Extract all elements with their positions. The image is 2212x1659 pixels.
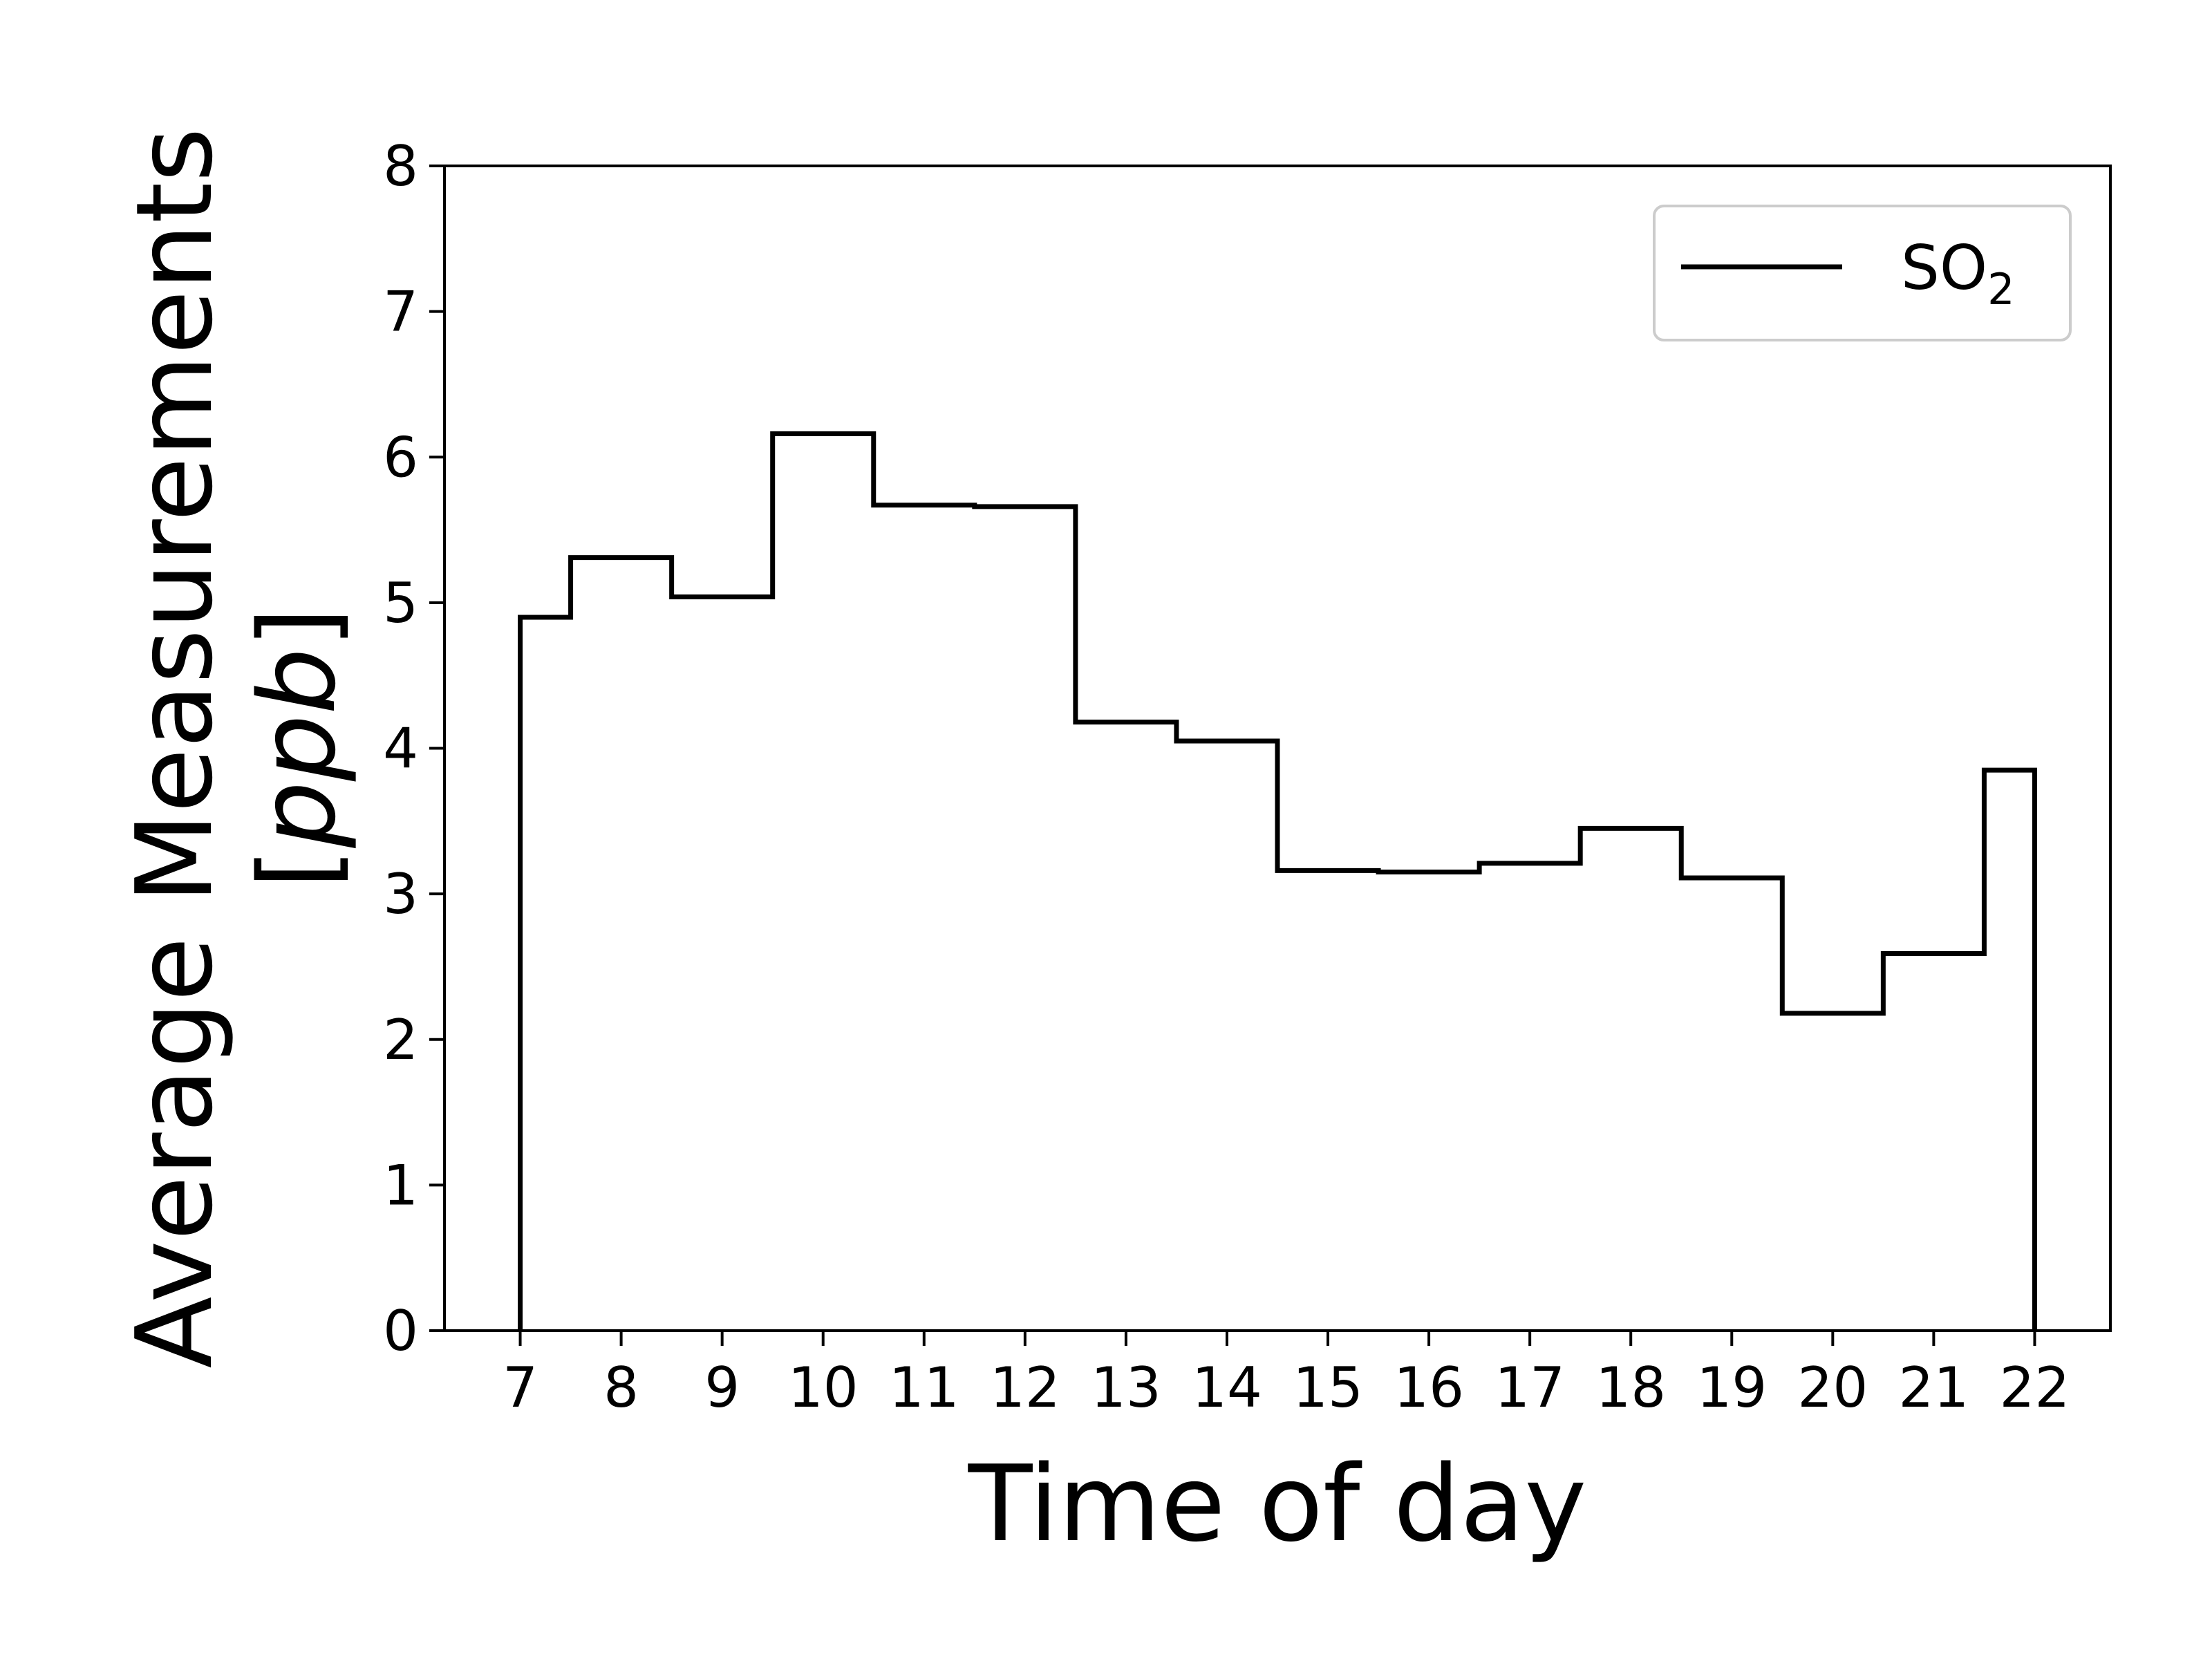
x-tick-label: 8	[603, 1356, 639, 1420]
y-axis-ticks: 0 1 2 3 4 5 6 7 8	[383, 134, 444, 1363]
y-tick-label: 5	[383, 571, 418, 635]
y-tick-label: 0	[383, 1299, 418, 1363]
x-tick-label: 21	[1898, 1356, 1969, 1420]
y-axis-title-units: [ppb]	[236, 607, 359, 889]
y-tick-label: 7	[383, 280, 418, 344]
x-tick-label: 20	[1797, 1356, 1868, 1420]
x-tick-label: 18	[1595, 1356, 1666, 1420]
y-tick-label: 3	[383, 862, 418, 926]
legend-box	[1653, 205, 2072, 341]
plot-frame	[443, 165, 2112, 1332]
x-tick-label: 9	[704, 1356, 740, 1420]
series-line-so2	[518, 431, 2037, 1331]
x-tick-label: 22	[2000, 1356, 2070, 1420]
x-tick-label: 17	[1494, 1356, 1565, 1420]
x-tick-label: 13	[1091, 1356, 1161, 1420]
x-tick-label: 19	[1696, 1356, 1767, 1420]
x-tick-label: 16	[1394, 1356, 1464, 1420]
legend: SO2	[1653, 205, 2072, 341]
y-tick-label: 2	[383, 1008, 418, 1072]
y-axis-title: Average Measurements	[113, 127, 236, 1368]
x-axis-title: Time of day	[968, 1443, 1587, 1565]
x-tick-label: 15	[1293, 1356, 1363, 1420]
x-axis-ticks: 7 8 9 10 11 12 13 14 15 16 17 18 19 20 21 22	[503, 1331, 2070, 1420]
x-tick-label: 11	[889, 1356, 959, 1420]
x-tick-label: 14	[1192, 1356, 1262, 1420]
x-tick-label: 10	[788, 1356, 859, 1420]
x-tick-label: 12	[990, 1356, 1060, 1420]
y-tick-label: 1	[383, 1153, 418, 1217]
x-tick-label: 7	[503, 1356, 538, 1420]
legend-label-so2: SO2	[1901, 232, 2015, 315]
y-tick-label: 6	[383, 425, 418, 489]
y-tick-label: 8	[383, 134, 418, 198]
y-tick-label: 4	[383, 717, 418, 781]
